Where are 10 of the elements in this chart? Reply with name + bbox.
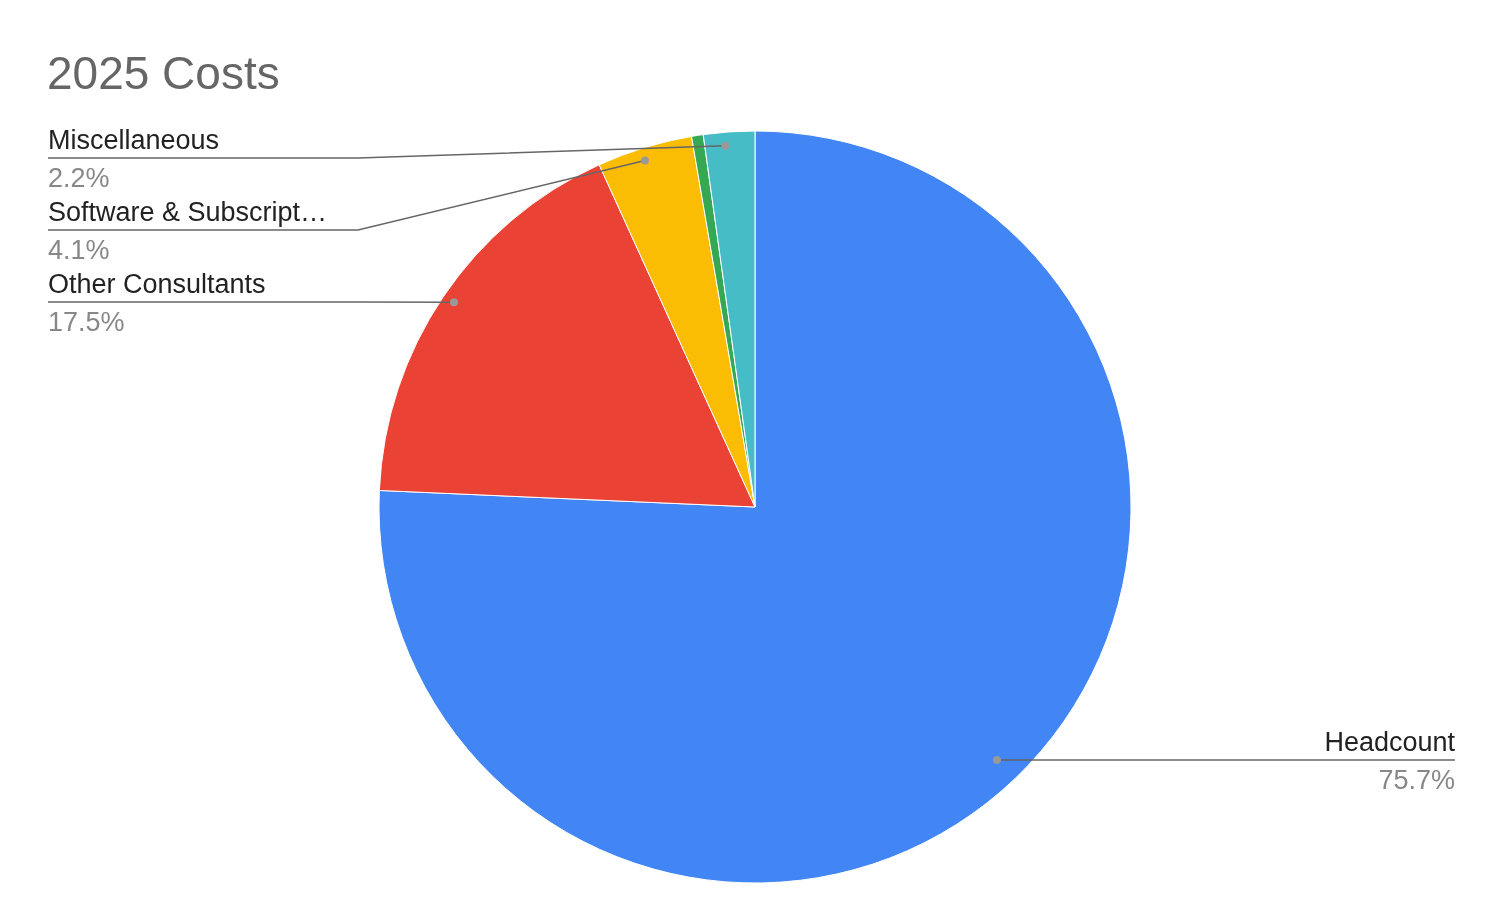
data-label: 75.7% [1378, 765, 1455, 796]
pie-slice [378, 130, 1132, 883]
data-label: 17.5% [48, 307, 125, 337]
slice-label: Headcount [1324, 727, 1456, 758]
data-label: 4.1% [48, 235, 110, 265]
chart-title: 2025 Costs [47, 46, 280, 100]
data-label: 2.2% [48, 163, 110, 193]
slice-label: Other Consultants [48, 269, 266, 299]
slice-label: Software & Subscript… [48, 197, 328, 227]
slice-label: Miscellaneous [48, 125, 220, 155]
